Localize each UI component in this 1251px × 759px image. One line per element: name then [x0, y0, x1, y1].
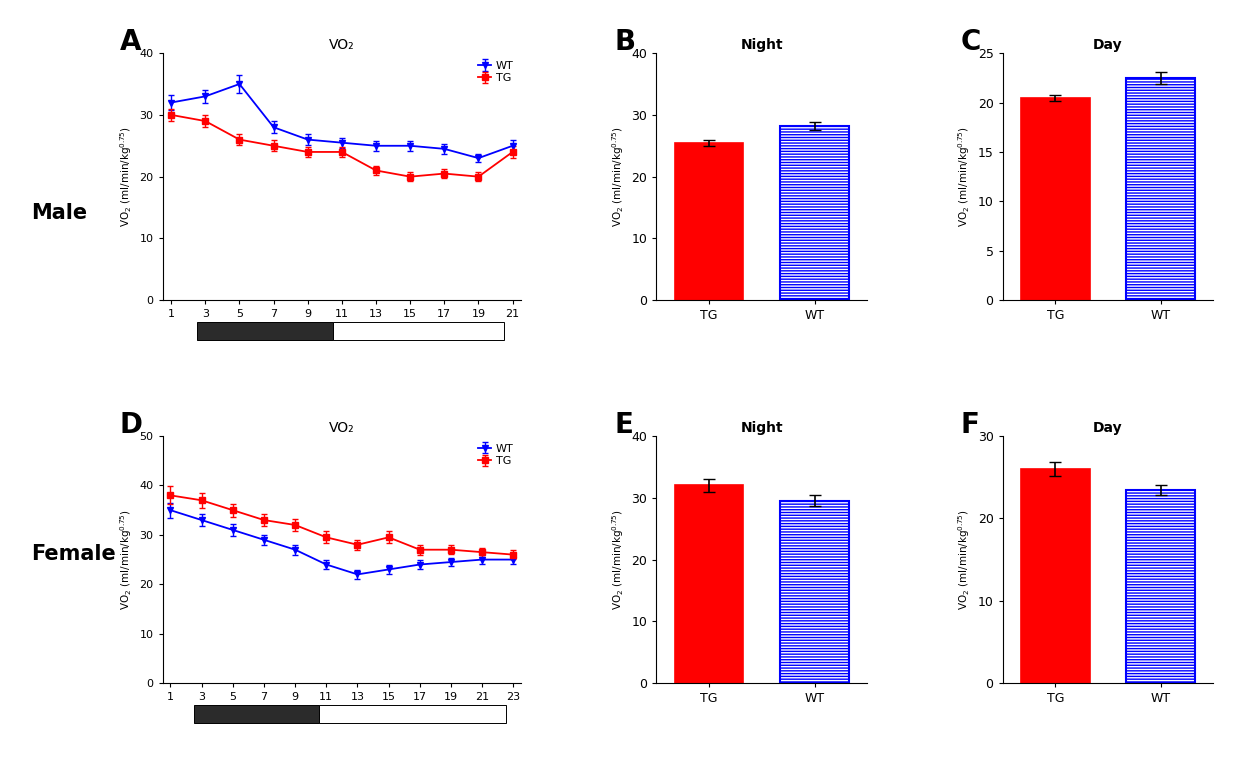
- Bar: [196, 323, 333, 340]
- Y-axis label: VO$_2$ (ml/min/kg$^{0.75}$): VO$_2$ (ml/min/kg$^{0.75}$): [118, 126, 134, 227]
- Y-axis label: VO$_2$ (ml/min/kg$^{0.75}$): VO$_2$ (ml/min/kg$^{0.75}$): [610, 509, 626, 610]
- Bar: [781, 501, 849, 683]
- Text: D: D: [120, 411, 143, 439]
- Legend: WT, TG: WT, TG: [475, 442, 515, 468]
- Text: A: A: [120, 28, 141, 56]
- Bar: [319, 705, 505, 723]
- Bar: [674, 486, 743, 683]
- Title: VO₂: VO₂: [329, 38, 355, 52]
- Y-axis label: VO$_2$ (ml/min/kg$^{0.75}$): VO$_2$ (ml/min/kg$^{0.75}$): [956, 126, 972, 227]
- Title: Day: Day: [1093, 38, 1123, 52]
- Title: VO₂: VO₂: [329, 421, 355, 435]
- Y-axis label: VO$_2$ (ml/min/kg$^{0.75}$): VO$_2$ (ml/min/kg$^{0.75}$): [610, 126, 626, 227]
- Title: Night: Night: [741, 38, 783, 52]
- Bar: [674, 143, 743, 300]
- Bar: [1126, 490, 1195, 683]
- Bar: [1126, 78, 1195, 300]
- Text: F: F: [961, 411, 980, 439]
- Bar: [1021, 469, 1090, 683]
- Y-axis label: VO$_2$ (ml/min/kg$^{0.75}$): VO$_2$ (ml/min/kg$^{0.75}$): [118, 509, 134, 610]
- Y-axis label: VO$_2$ (ml/min/kg$^{0.75}$): VO$_2$ (ml/min/kg$^{0.75}$): [956, 509, 972, 610]
- Bar: [781, 126, 849, 300]
- Bar: [194, 705, 319, 723]
- Text: Female: Female: [31, 544, 116, 564]
- Legend: WT, TG: WT, TG: [475, 58, 515, 85]
- X-axis label: Hours: Hours: [324, 325, 360, 338]
- Title: Night: Night: [741, 421, 783, 435]
- Title: Day: Day: [1093, 421, 1123, 435]
- Bar: [333, 323, 504, 340]
- Text: E: E: [614, 411, 633, 439]
- Bar: [1021, 98, 1090, 300]
- X-axis label: Hours: Hours: [324, 707, 360, 721]
- Text: C: C: [961, 28, 981, 56]
- Text: B: B: [614, 28, 636, 56]
- Text: Male: Male: [31, 203, 88, 222]
